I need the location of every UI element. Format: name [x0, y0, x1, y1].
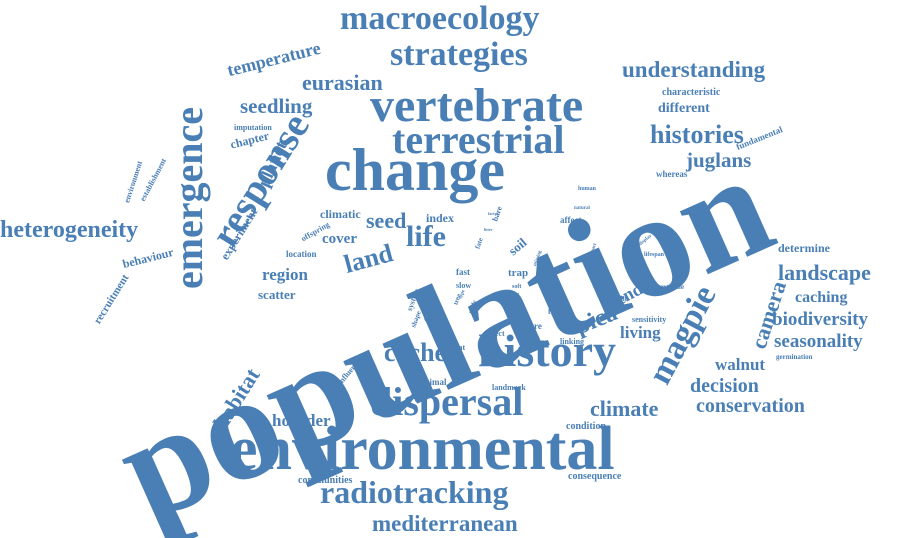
word-seedling: seedling [240, 94, 313, 118]
word-region: region [262, 265, 308, 284]
word-factor: factor [488, 211, 499, 216]
word-litter: litter [484, 227, 493, 232]
word-biodiversity: biodiversity [772, 309, 869, 330]
word-condition: condition [566, 421, 607, 432]
word-landmark: landmark [492, 383, 526, 392]
word-vertebrate: vertebrate [370, 79, 584, 132]
word-life: life [406, 220, 446, 253]
word-sensitivity: sensitivity [632, 315, 667, 324]
word-mediterranean: mediterranean [372, 511, 518, 536]
word-slow: slow [456, 281, 472, 290]
word-effect: effect [486, 329, 505, 338]
word-understanding: understanding [622, 57, 766, 82]
word-communities: communities [298, 475, 353, 486]
word-trap: trap [508, 267, 529, 279]
word-strategies: strategies [390, 36, 528, 73]
word-history: history [478, 325, 616, 376]
word-determine: determine [778, 241, 830, 255]
word-climatic: climatic [320, 207, 361, 221]
word-whereas: whereas [656, 169, 688, 179]
word-emergence: emergence [166, 106, 212, 290]
word-heterogeneity: heterogeneity [0, 217, 139, 243]
word-lifespan: lifespan [644, 252, 665, 258]
word-eurasian: eurasian [302, 70, 383, 95]
word-macroecology: macroecology [340, 0, 540, 37]
word-linking: linking [560, 337, 585, 346]
word-histories: histories [650, 120, 744, 149]
word-fast: fast [456, 267, 470, 277]
word-conservation: conservation [696, 395, 805, 417]
word-juglans: juglans [686, 148, 752, 172]
word-root: root [512, 291, 520, 296]
word-location: location [286, 249, 317, 259]
word-imputation: imputation [234, 123, 272, 132]
word-cover: cover [322, 231, 357, 247]
word-landscape: landscape [778, 260, 871, 285]
word-living: living [620, 323, 661, 342]
word-future: future [548, 307, 570, 316]
word-recruitment: recruitment [91, 272, 132, 327]
word-soft: soft [512, 284, 522, 290]
word-visual: visual [424, 318, 437, 323]
word-caching: caching [795, 289, 848, 306]
word-different: different [658, 101, 710, 116]
word-walnut: walnut [715, 355, 766, 374]
word-dispersal: dispersal [370, 379, 524, 424]
word-terrestrial: terrestrial [392, 117, 565, 162]
word-more: more [522, 321, 542, 331]
word-seasonality: seasonality [774, 331, 863, 352]
word-affect: affect [560, 215, 582, 225]
word-recent: recent [444, 343, 466, 352]
word-scatter: scatter [258, 287, 296, 302]
word-extreme: extreme [660, 283, 684, 291]
word-human: human [578, 186, 597, 192]
word-environmental: environmental [230, 415, 615, 483]
word-result: result [610, 295, 627, 303]
word-characteristic: characteristic [662, 87, 721, 98]
word-radiotracking: radiotracking [320, 474, 509, 510]
word-hoarder: hoarder [272, 411, 331, 430]
word-decision: decision [690, 375, 759, 397]
word-germination: germination [776, 353, 813, 361]
word-index: index [426, 211, 455, 225]
word-natural: natural [574, 206, 590, 211]
word-animal: animal [420, 377, 447, 387]
word-climate: climate [590, 396, 659, 421]
word-seed: seed [366, 208, 407, 233]
word-consequence: consequence [568, 471, 622, 482]
word-change: change [325, 137, 505, 203]
word-cache: cache [384, 338, 447, 367]
